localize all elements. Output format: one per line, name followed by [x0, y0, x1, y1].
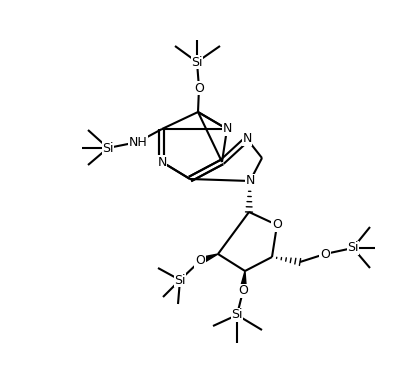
Text: N: N [157, 156, 166, 169]
Text: O: O [194, 254, 205, 267]
Text: O: O [271, 218, 281, 232]
Polygon shape [198, 254, 217, 264]
Text: Si: Si [346, 242, 358, 254]
Text: NH: NH [128, 135, 147, 149]
Polygon shape [239, 271, 246, 291]
Text: Si: Si [191, 56, 202, 68]
Text: O: O [237, 284, 247, 298]
Text: O: O [194, 81, 203, 95]
Text: Si: Si [231, 308, 242, 322]
Text: O: O [319, 247, 329, 261]
Text: Si: Si [102, 142, 113, 154]
Text: Si: Si [174, 274, 185, 286]
Text: N: N [222, 122, 231, 135]
Text: N: N [245, 174, 254, 188]
Text: N: N [242, 132, 251, 146]
